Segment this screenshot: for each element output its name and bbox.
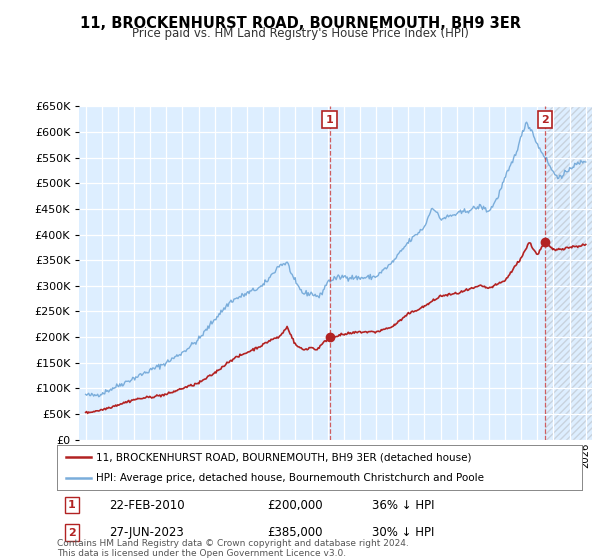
Text: HPI: Average price, detached house, Bournemouth Christchurch and Poole: HPI: Average price, detached house, Bour… — [97, 473, 484, 483]
Text: 1: 1 — [68, 500, 76, 510]
Text: 30% ↓ HPI: 30% ↓ HPI — [372, 526, 434, 539]
Text: 27-JUN-2023: 27-JUN-2023 — [110, 526, 184, 539]
Text: 22-FEB-2010: 22-FEB-2010 — [110, 498, 185, 512]
Bar — [545, 106, 592, 440]
Text: 36% ↓ HPI: 36% ↓ HPI — [372, 498, 434, 512]
Text: 2: 2 — [541, 115, 548, 125]
Text: £200,000: £200,000 — [267, 498, 323, 512]
Text: 11, BROCKENHURST ROAD, BOURNEMOUTH, BH9 3ER: 11, BROCKENHURST ROAD, BOURNEMOUTH, BH9 … — [79, 16, 521, 31]
Text: 11, BROCKENHURST ROAD, BOURNEMOUTH, BH9 3ER (detached house): 11, BROCKENHURST ROAD, BOURNEMOUTH, BH9 … — [97, 452, 472, 463]
Text: 2: 2 — [68, 528, 76, 538]
Text: 1: 1 — [326, 115, 334, 125]
Text: Contains HM Land Registry data © Crown copyright and database right 2024.
This d: Contains HM Land Registry data © Crown c… — [57, 539, 409, 558]
Text: £385,000: £385,000 — [267, 526, 323, 539]
Text: Price paid vs. HM Land Registry's House Price Index (HPI): Price paid vs. HM Land Registry's House … — [131, 27, 469, 40]
